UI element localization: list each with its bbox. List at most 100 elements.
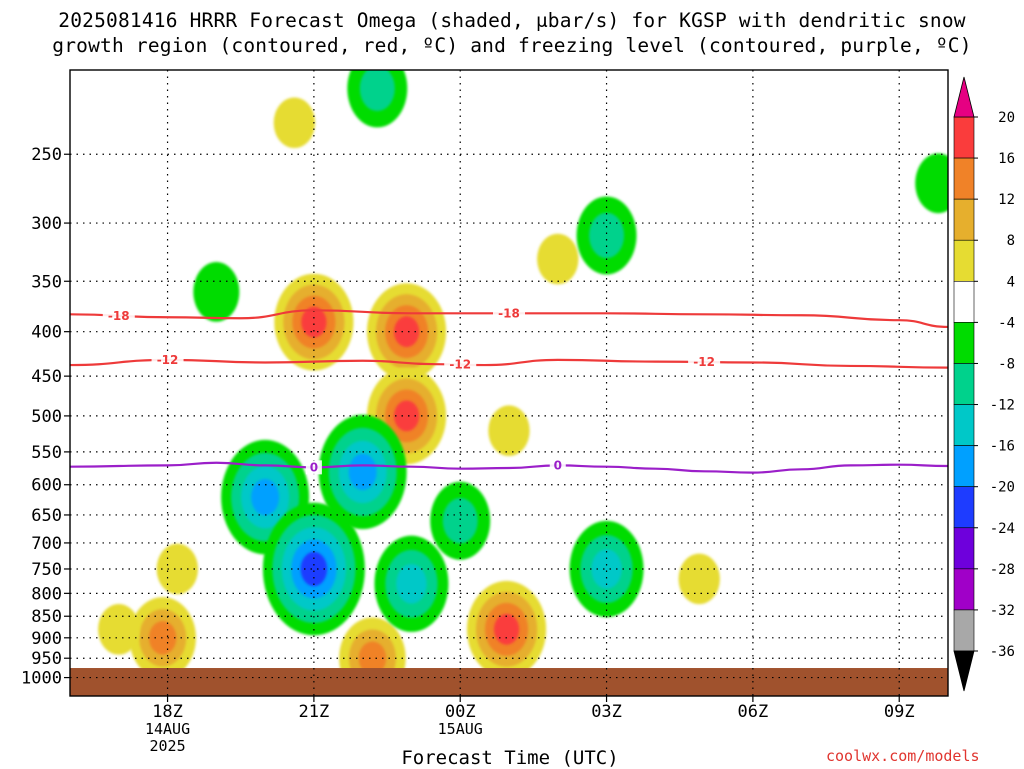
y-tick-label-450: 450 [31, 367, 62, 387]
omega-contour-4 [156, 543, 199, 595]
colorbar-label--12: -12 [990, 398, 1015, 414]
colorbar: 20 16 12 8 4 -4 -8 -12 -16 -20 -24 -28 -32 -36 [953, 76, 1015, 692]
y-tick-label-850: 850 [31, 607, 62, 627]
y-tick-label-500: 500 [31, 407, 62, 427]
omega-cell-16 [430, 481, 491, 560]
contour-label--18: -18 [108, 309, 130, 323]
terrain-surface [70, 668, 948, 696]
contour-label--12: -12 [449, 358, 471, 372]
x-tick-label-03Z: 03Z [591, 702, 622, 722]
x-axis-label: Forecast Time (UTC) [401, 747, 619, 769]
omega-contour-4 [98, 604, 140, 655]
contour-label-bg [493, 306, 525, 321]
omega-contour-4 [537, 233, 579, 285]
contour-label-bg [688, 355, 721, 370]
omega-contour--20 [300, 551, 328, 587]
contour-label--12: -12 [693, 355, 715, 369]
x-tick-label-21Z: 21Z [299, 702, 330, 722]
colorbar-bin-4 [953, 281, 975, 323]
x-tick-sublabel: 15AUG [438, 720, 483, 738]
omega-contour-16 [301, 306, 327, 338]
plot-frame [69, 69, 949, 697]
omega-contour--8 [589, 212, 625, 259]
y-tick-label-750: 750 [31, 560, 62, 580]
omega-contour--8 [442, 497, 478, 544]
contour-label-bg [102, 308, 135, 323]
colorbar-label--28: -28 [990, 562, 1015, 578]
colorbar-bin-8 [953, 445, 975, 487]
colorbar-arrow-top [953, 76, 975, 118]
y-tick-label-300: 300 [31, 214, 62, 234]
x-tick-label-00Z: 00Z [445, 702, 476, 722]
omega-contour-16 [393, 400, 420, 432]
temperature-contours: -18 -18 -12 -12 -12 0 0 [70, 306, 948, 475]
colorbar-label--20: -20 [990, 480, 1015, 496]
y-tick-label-700: 700 [31, 534, 62, 554]
x-tick-label-09Z: 09Z [884, 702, 915, 722]
omega-contour-12 [148, 621, 177, 655]
colorbar-label--4: -4 [998, 315, 1015, 331]
omega-cell-5 [366, 283, 447, 381]
y-tick-label-550: 550 [31, 443, 62, 463]
x-tick-sublabel: 14AUG [145, 720, 190, 738]
colorbar-label--16: -16 [990, 439, 1015, 455]
omega-cell-21 [193, 261, 240, 322]
omega-cell-18 [576, 196, 637, 275]
y-tick-label-1000: 1000 [21, 669, 62, 689]
omega-contour-4 [678, 553, 720, 605]
omega-cell-13 [262, 502, 365, 636]
colorbar-label--24: -24 [990, 521, 1015, 537]
contour-label-bg [549, 458, 566, 473]
colorbar-bin-2 [953, 198, 975, 241]
colorbar-bin-5 [953, 322, 975, 364]
colorbar-label--8: -8 [998, 356, 1015, 372]
omega-cell-17 [569, 520, 644, 618]
omega-contour-4 [273, 97, 316, 149]
omega-contour--4 [915, 153, 948, 214]
y-tick-label-650: 650 [31, 506, 62, 526]
omega-cell-19 [347, 70, 408, 128]
chart-title-line-2: growth region (contoured, red, ºC) and f… [52, 34, 972, 57]
contour-label--18: -18 [498, 306, 520, 320]
contour-label-bg [151, 352, 184, 367]
omega-cell-10 [537, 233, 579, 285]
omega-contour--16 [251, 478, 280, 516]
contour-line-0 [70, 461, 948, 474]
y-tick-label-350: 350 [31, 272, 62, 292]
omega-contour--8 [359, 70, 395, 112]
contour-label-bg [444, 357, 477, 372]
omega-cell-1 [98, 604, 140, 655]
contour-line--12 [70, 358, 948, 369]
y-tick-label-950: 950 [31, 649, 62, 669]
omega-contour-4 [488, 405, 530, 457]
omega-cell-11 [678, 553, 720, 605]
colorbar-bin-3 [953, 239, 975, 282]
colorbar-bin-7 [953, 404, 975, 446]
omega-cell-9 [488, 405, 530, 457]
colorbar-label--36: -36 [990, 644, 1015, 660]
omega-cell-14 [318, 414, 407, 530]
x-tick-sublabel: 2025 [149, 737, 185, 755]
omega-cell-15 [374, 535, 449, 632]
colorbar-arrow-bottom [953, 650, 975, 692]
contour-label-bg [305, 460, 322, 475]
y-tick-label-800: 800 [31, 584, 62, 604]
omega-cell-8 [466, 580, 547, 678]
y-tick-label-600: 600 [31, 476, 62, 496]
x-tick-label-06Z: 06Z [738, 702, 769, 722]
omega-cell-3 [273, 97, 316, 149]
colorbar-bin-11 [953, 568, 975, 611]
y-axis: 2503003504004505005506006507007508008509… [21, 145, 70, 689]
omega-cell-2 [156, 543, 199, 595]
colorbar-label-16: 16 [998, 151, 1015, 167]
colorbar-bin-0 [953, 116, 975, 159]
y-tick-label-400: 400 [31, 323, 62, 343]
omega-contour-16 [393, 316, 420, 348]
colorbar-label-4: 4 [1007, 274, 1015, 290]
omega-cell-4 [274, 273, 354, 371]
colorbar-bin-6 [953, 363, 975, 405]
source-watermark: coolwx.com/models [826, 747, 980, 765]
contour-label-0: 0 [554, 458, 562, 472]
